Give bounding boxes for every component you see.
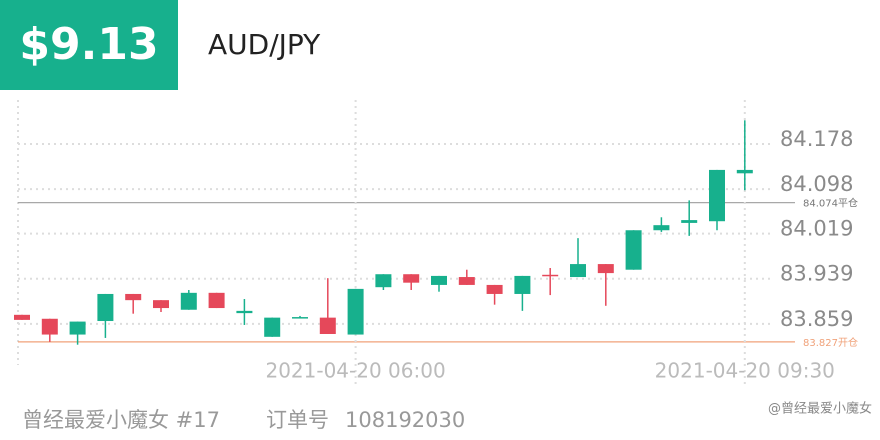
candle-body xyxy=(14,314,30,320)
candle-body xyxy=(319,317,336,334)
candle-body xyxy=(208,292,225,309)
candle-body xyxy=(431,275,447,285)
candle-body xyxy=(41,318,58,335)
candle-body xyxy=(375,274,392,288)
y-tick-label: 83.939 xyxy=(780,262,853,286)
user: 曾经最爱小魔女 #17 xyxy=(22,408,220,432)
watermark: @曾经最爱小魔女 xyxy=(768,401,872,417)
chart: 83.859 83.939 84.019 84.098 84.178 84.074平仓 83… xyxy=(14,100,858,385)
candle-body xyxy=(403,274,420,283)
candle-body xyxy=(625,230,642,270)
candle-body xyxy=(236,310,253,314)
order-label: 订单号 xyxy=(266,408,329,432)
candle-body xyxy=(458,277,475,285)
y-tick-label: 83.859 xyxy=(780,307,853,331)
candle-body xyxy=(486,284,503,294)
x-tick-label: 2021-04-20 06:00 xyxy=(265,359,445,383)
price: $9.13 xyxy=(19,19,158,70)
candle-body xyxy=(69,321,86,335)
candle-body xyxy=(153,300,169,309)
price-badge xyxy=(0,0,178,90)
candle-body xyxy=(264,317,281,337)
candle-body xyxy=(292,317,308,319)
candle-body xyxy=(681,220,698,223)
candle-body xyxy=(597,264,614,274)
candle-body xyxy=(736,169,753,174)
candle-body xyxy=(97,293,114,322)
candle-body xyxy=(542,274,559,277)
candle-body xyxy=(570,264,586,278)
y-tick-label: 84.098 xyxy=(780,172,853,196)
order-number: 108192030 xyxy=(345,408,465,432)
reference-label: 83.827开仓 xyxy=(803,336,858,349)
reference-label: 84.074平仓 xyxy=(803,197,858,210)
candle-body xyxy=(125,293,142,301)
candle-body xyxy=(514,275,531,294)
y-tick-label: 84.019 xyxy=(780,217,853,241)
symbol: AUD/JPY xyxy=(208,28,321,61)
candle-body xyxy=(180,292,197,310)
candle-body xyxy=(653,225,670,231)
x-tick-label: 2021-04-20 09:30 xyxy=(655,359,835,383)
y-tick-label: 84.178 xyxy=(780,127,853,151)
candle-body xyxy=(347,288,364,335)
candle-body xyxy=(709,169,725,222)
